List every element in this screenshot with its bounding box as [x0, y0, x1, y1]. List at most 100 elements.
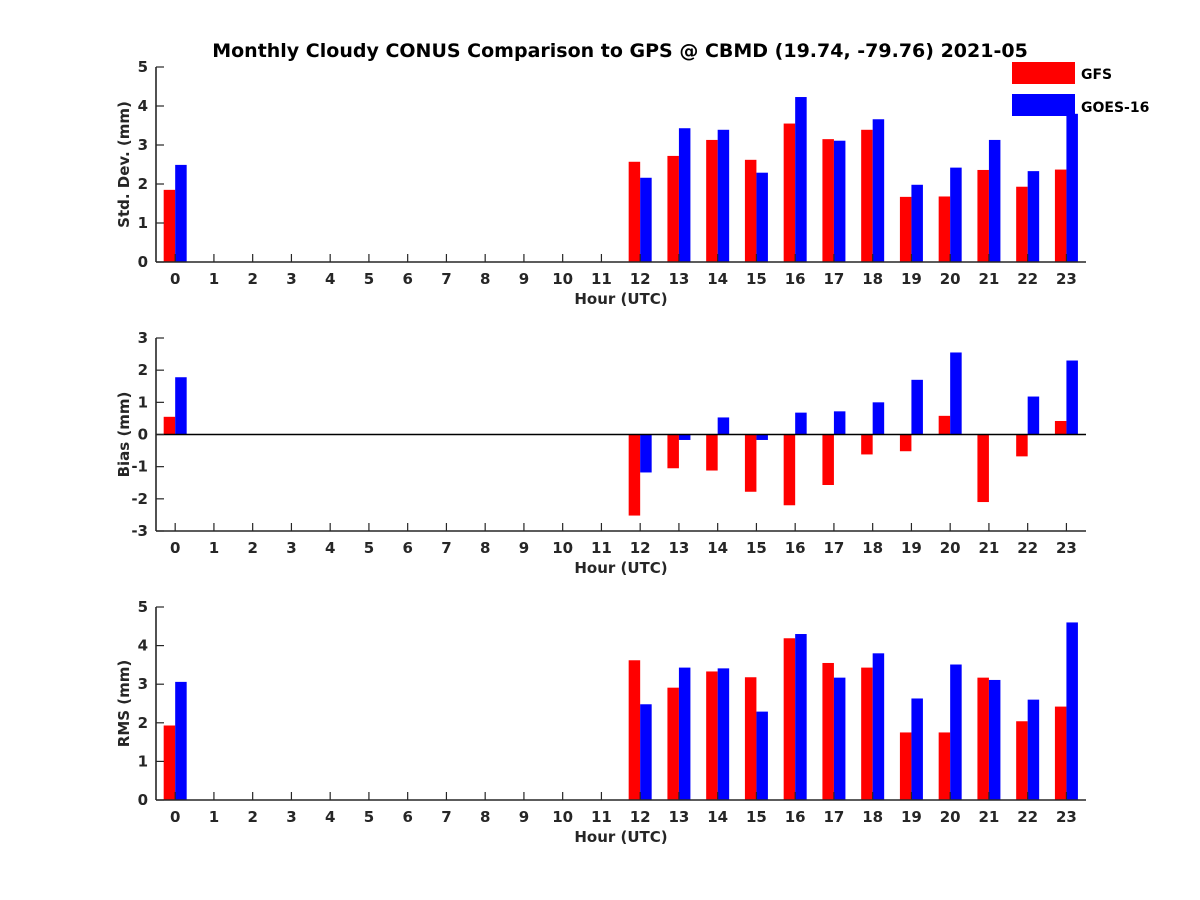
chart-title: Monthly Cloudy CONUS Comparison to GPS @…	[212, 40, 1028, 62]
bar-gfs-hour-15	[744, 677, 757, 800]
bar-goes-16-hour-0	[175, 164, 187, 262]
x-tick-label: 16	[785, 270, 806, 288]
bar-goes-16-hour-21	[988, 679, 1001, 800]
bar-goes-16-hour-13	[678, 667, 691, 800]
bar-gfs-hour-0	[163, 189, 176, 262]
y-tick-label: 1	[138, 393, 148, 411]
x-tick-label: 11	[591, 270, 612, 288]
legend-label-gfs: GFS	[1081, 67, 1112, 83]
bar-goes-16-hour-21	[988, 139, 1001, 262]
x-axis-label: Hour (UTC)	[574, 559, 667, 577]
bar-gfs-hour-22	[1016, 434, 1028, 457]
x-tick-label: 1	[209, 539, 219, 557]
bar-gfs-hour-14	[706, 434, 718, 471]
x-tick-label: 23	[1056, 808, 1077, 826]
y-tick-label: -2	[131, 490, 148, 508]
x-tick-label: 5	[364, 539, 374, 557]
bar-gfs-hour-15	[744, 434, 757, 492]
bar-goes-16-hour-14	[717, 129, 730, 262]
bar-gfs-hour-20	[938, 196, 951, 262]
x-tick-label: 13	[668, 539, 689, 557]
y-tick-label: 3	[138, 675, 148, 693]
bar-goes-16-hour-17	[833, 140, 846, 262]
bar-gfs-hour-17	[822, 434, 834, 485]
y-tick-label: 5	[138, 58, 148, 76]
x-tick-label: 15	[746, 808, 767, 826]
x-tick-label: 4	[325, 808, 335, 826]
bar-gfs-hour-22	[1016, 186, 1028, 262]
bar-gfs-hour-21	[977, 677, 989, 800]
x-tick-label: 17	[823, 808, 844, 826]
bar-goes-16-hour-12	[640, 704, 652, 800]
bar-goes-16-hour-22	[1027, 699, 1040, 800]
x-tick-label: 20	[940, 808, 961, 826]
x-tick-label: 12	[630, 539, 651, 557]
x-tick-label: 11	[591, 539, 612, 557]
bar-gfs-hour-18	[861, 667, 873, 800]
bar-gfs-hour-21	[977, 169, 989, 262]
bar-gfs-hour-13	[667, 434, 679, 469]
y-tick-label: 1	[138, 752, 148, 770]
bar-goes-16-hour-15	[756, 434, 768, 440]
bar-gfs-hour-23	[1054, 169, 1067, 262]
x-tick-label: 18	[862, 270, 883, 288]
x-tick-label: 18	[862, 808, 883, 826]
x-tick-label: 6	[402, 270, 412, 288]
bar-goes-16-hour-18	[872, 653, 885, 800]
bar-gfs-hour-20	[938, 732, 951, 800]
bar-gfs-hour-13	[667, 155, 679, 262]
x-tick-label: 19	[901, 539, 922, 557]
bar-gfs-hour-19	[899, 732, 912, 800]
bar-gfs-hour-13	[667, 687, 679, 800]
y-tick-label: 1	[138, 214, 148, 232]
bar-goes-16-hour-20	[950, 352, 962, 435]
y-tick-label: -1	[131, 458, 148, 476]
x-tick-label: 21	[978, 270, 999, 288]
x-tick-label: 19	[901, 270, 922, 288]
y-tick-label: 0	[138, 791, 148, 809]
bar-goes-16-hour-22	[1027, 396, 1040, 435]
y-tick-label: 4	[138, 97, 148, 115]
x-tick-label: 7	[441, 539, 451, 557]
legend-swatch-goes16	[1012, 94, 1075, 116]
x-tick-label: 13	[668, 808, 689, 826]
bar-goes-16-hour-13	[678, 128, 691, 262]
bar-gfs-hour-0	[163, 416, 176, 435]
bar-goes-16-hour-16	[795, 412, 807, 435]
x-tick-label: 23	[1056, 270, 1077, 288]
x-tick-label: 21	[978, 539, 999, 557]
x-tick-label: 1	[209, 808, 219, 826]
bar-gfs-hour-17	[822, 662, 834, 800]
y-tick-label: -3	[131, 522, 148, 540]
bar-goes-16-hour-20	[950, 167, 962, 262]
x-tick-label: 16	[785, 808, 806, 826]
x-tick-label: 1	[209, 270, 219, 288]
x-tick-label: 6	[402, 808, 412, 826]
bar-goes-16-hour-19	[911, 698, 923, 800]
y-tick-label: 5	[138, 598, 148, 616]
bar-goes-16-hour-14	[717, 417, 730, 435]
x-tick-label: 4	[325, 270, 335, 288]
bar-gfs-hour-12	[628, 161, 641, 262]
bar-goes-16-hour-23	[1066, 622, 1078, 800]
x-tick-label: 12	[630, 808, 651, 826]
y-tick-label: 0	[138, 253, 148, 271]
bar-goes-16-hour-17	[833, 411, 846, 435]
x-tick-label: 5	[364, 808, 374, 826]
x-tick-label: 14	[707, 539, 728, 557]
x-tick-label: 4	[325, 539, 335, 557]
x-tick-label: 3	[286, 808, 296, 826]
bar-goes-16-hour-15	[756, 172, 768, 262]
x-tick-label: 16	[785, 539, 806, 557]
y-tick-label: 2	[138, 714, 148, 732]
y-tick-label: 3	[138, 136, 148, 154]
x-tick-label: 10	[552, 270, 573, 288]
x-tick-label: 21	[978, 808, 999, 826]
bar-gfs-hour-20	[938, 415, 951, 435]
bar-goes-16-hour-0	[175, 377, 187, 435]
x-tick-label: 6	[402, 539, 412, 557]
x-tick-label: 14	[707, 270, 728, 288]
x-tick-label: 10	[552, 808, 573, 826]
bar-goes-16-hour-14	[717, 668, 730, 800]
